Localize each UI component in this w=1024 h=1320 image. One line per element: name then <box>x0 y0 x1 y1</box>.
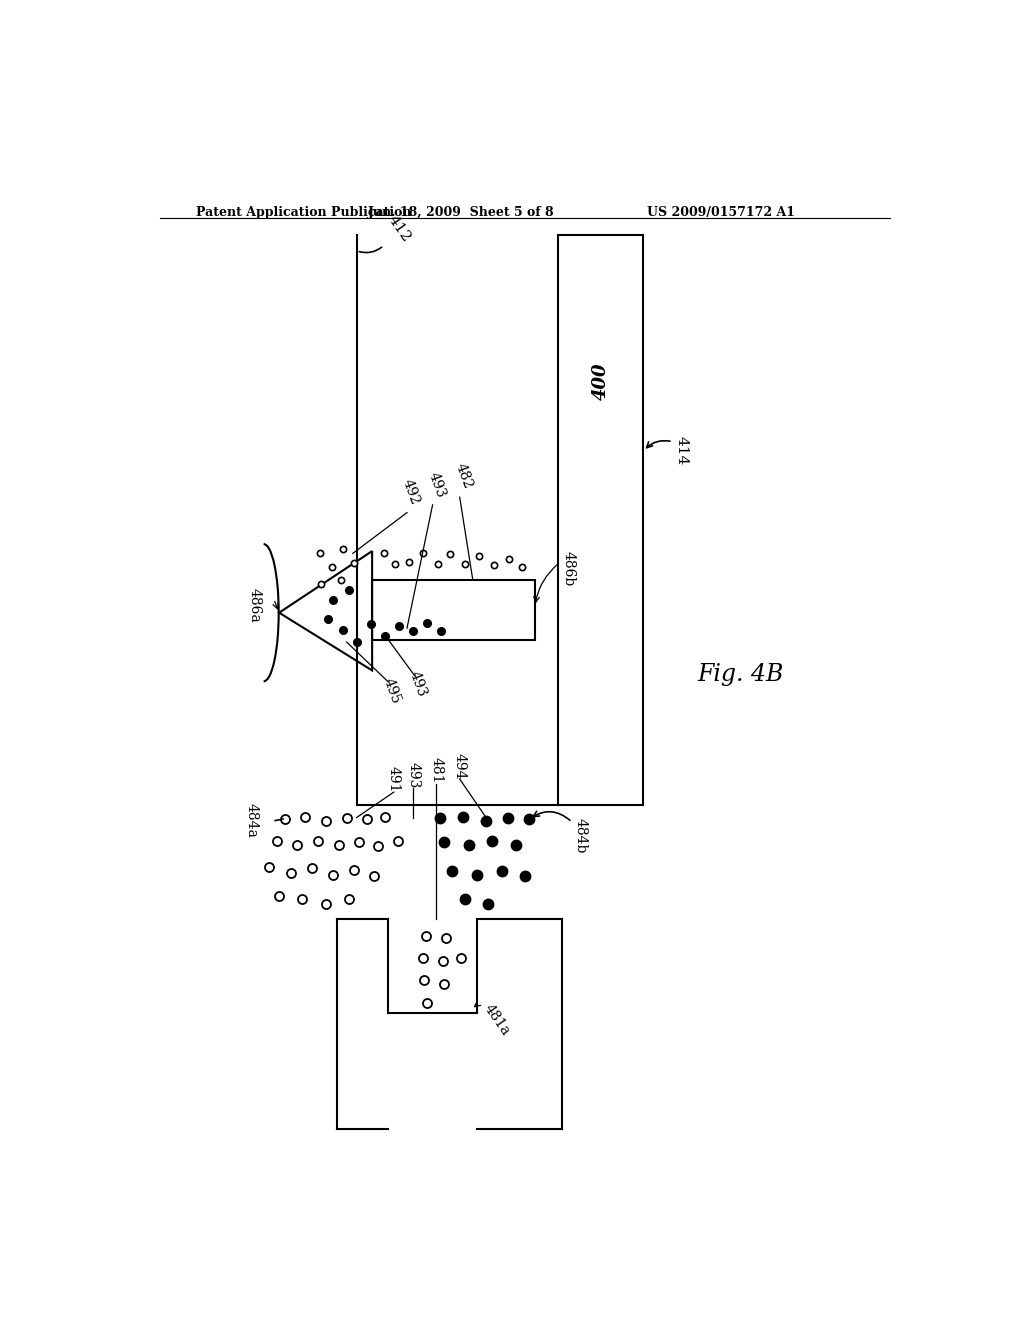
Text: Jun. 18, 2009  Sheet 5 of 8: Jun. 18, 2009 Sheet 5 of 8 <box>368 206 555 219</box>
Text: 493: 493 <box>425 470 447 499</box>
Text: US 2009/0157172 A1: US 2009/0157172 A1 <box>647 206 796 219</box>
Text: 491: 491 <box>387 766 400 792</box>
Text: 412: 412 <box>385 213 414 244</box>
Text: 493: 493 <box>407 762 420 788</box>
Text: 494: 494 <box>453 752 467 779</box>
Text: Patent Application Publication: Patent Application Publication <box>197 206 412 219</box>
Text: 414: 414 <box>675 436 688 465</box>
Text: 482: 482 <box>453 462 475 491</box>
Text: 486a: 486a <box>248 589 261 623</box>
Text: 486b: 486b <box>562 552 575 586</box>
Text: 495: 495 <box>380 676 402 705</box>
Text: 484a: 484a <box>244 803 258 838</box>
Text: 492: 492 <box>399 477 422 507</box>
Text: Fig. 4B: Fig. 4B <box>697 663 783 686</box>
Text: 484b: 484b <box>573 818 588 854</box>
Text: 481a: 481a <box>480 1002 512 1038</box>
Text: 481: 481 <box>429 758 443 784</box>
Text: 400: 400 <box>592 363 609 400</box>
Text: 493: 493 <box>407 669 429 700</box>
